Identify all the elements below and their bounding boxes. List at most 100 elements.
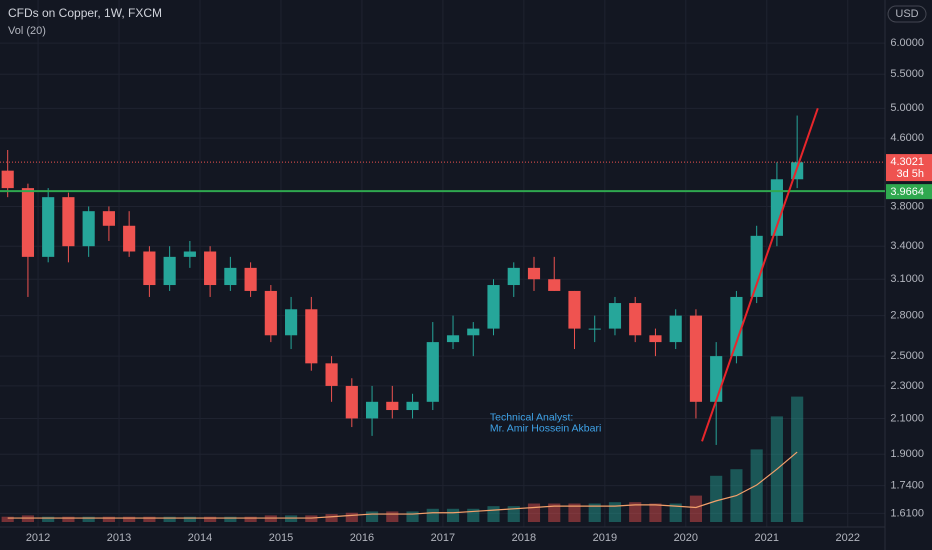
x-tick-label: 2020 (674, 532, 698, 544)
y-tick-label: 1.6100 (890, 507, 924, 519)
volume-bar (42, 516, 55, 522)
x-tick-label: 2019 (593, 532, 617, 544)
price-label-box (886, 154, 932, 182)
volume-bar (426, 508, 439, 522)
candle-body (386, 401, 399, 411)
x-tick-label: 2013 (107, 532, 131, 544)
x-tick-label: 2015 (269, 532, 293, 544)
x-tick-label: 2014 (188, 532, 212, 544)
volume-bar (446, 508, 460, 522)
candle-body (345, 385, 358, 419)
volume-bar (244, 516, 257, 522)
x-tick-label: 2022 (836, 532, 860, 544)
volume-bar (527, 503, 541, 522)
candle-body (224, 267, 237, 286)
candle-body (649, 335, 662, 343)
y-tick-label: 4.6000 (890, 132, 924, 144)
volume-bar (406, 511, 419, 522)
candle-body (426, 342, 439, 402)
volume-bar (649, 503, 662, 522)
y-tick-label: 5.5000 (890, 68, 924, 80)
x-tick-label: 2021 (755, 532, 779, 544)
y-tick-label: 2.5000 (890, 350, 924, 362)
candle-body (689, 315, 703, 402)
volume-bar (204, 516, 217, 522)
y-tick-label: 3.8000 (890, 200, 924, 212)
candle-body (305, 309, 318, 364)
candle-body (244, 267, 257, 291)
volume-ma (7, 451, 798, 519)
volume-bar (163, 516, 176, 522)
volume-bar (365, 511, 379, 522)
currency-box[interactable] (887, 5, 927, 23)
volume-bar (345, 512, 358, 522)
candle-body (21, 188, 35, 257)
y-tick-label: 2.1000 (890, 412, 924, 424)
candle-body (467, 328, 480, 336)
candle-body (568, 290, 581, 329)
volume-bar (710, 475, 723, 522)
candle-body (82, 211, 95, 247)
x-tick-label: 2012 (26, 532, 50, 544)
annotation: Technical Analyst: (490, 411, 573, 423)
volume-bar (1, 516, 14, 522)
y-tick-label: 3.4000 (890, 240, 924, 252)
price-label: 4.3021 (890, 156, 924, 168)
volume-bar (285, 515, 298, 522)
candle-body (1, 170, 14, 189)
volume-bar (386, 511, 399, 522)
volume-bar (224, 516, 237, 522)
volume-bar (548, 503, 561, 522)
candle-body (487, 285, 500, 329)
volume-bar (21, 515, 35, 522)
y-tick-label: 1.7400 (890, 480, 924, 492)
volume-bar (143, 516, 156, 522)
candle-body (669, 315, 682, 343)
volume-label: Vol (20) (8, 25, 46, 37)
candle-body (710, 356, 723, 402)
y-tick-label: 1.9000 (890, 448, 924, 460)
candle-body (770, 179, 783, 236)
candle-body (42, 197, 55, 257)
x-tick-label: 2017 (431, 532, 455, 544)
candle-body (750, 235, 763, 297)
volume-bar (629, 502, 642, 522)
candle-body (548, 279, 561, 291)
candle-body (608, 303, 622, 329)
volume-bar (305, 515, 318, 522)
candle-body (62, 197, 75, 247)
volume-bar (791, 396, 804, 522)
volume-bar (669, 503, 682, 522)
volume-bar (568, 503, 581, 522)
candle-body (325, 363, 338, 386)
y-tick-label: 2.3000 (890, 380, 924, 392)
x-tick-label: 2018 (512, 532, 536, 544)
candle-body (183, 251, 196, 257)
candle-body (264, 290, 277, 336)
candle-body (365, 401, 379, 419)
x-tick-label: 2016 (350, 532, 374, 544)
candle-body (102, 211, 115, 226)
candle-body (123, 225, 136, 252)
volume-bar (608, 502, 622, 522)
volume-bar (689, 495, 703, 522)
volume-bar (123, 516, 136, 522)
candle-body (446, 335, 460, 343)
y-tick-label: 3.1000 (890, 273, 924, 285)
volume-bar (62, 516, 75, 522)
currency: USD (895, 8, 918, 20)
candle-body (507, 267, 520, 286)
volume-bar (325, 514, 338, 522)
volume-bar (588, 503, 601, 522)
volume-bar (507, 506, 520, 522)
level-label-box (886, 184, 932, 200)
trendline (701, 108, 819, 442)
candle-body (163, 256, 176, 286)
candle-body (204, 251, 217, 286)
y-tick-label: 5.0000 (890, 102, 924, 114)
volume-bar (102, 516, 115, 522)
volume-bar (264, 515, 277, 522)
candle-body (588, 328, 601, 330)
